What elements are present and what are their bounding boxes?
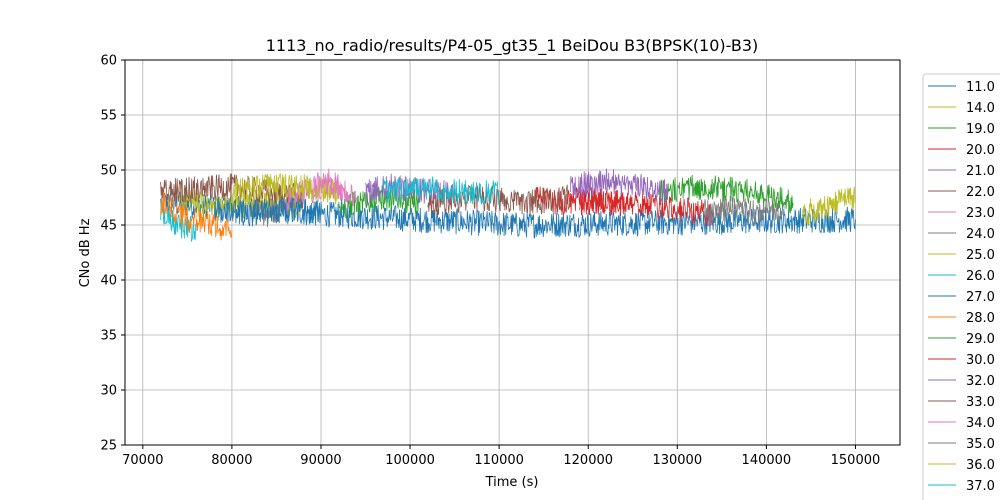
legend-entry-label: 30.0 [966,353,995,368]
series-line-22.0 [160,173,304,209]
legend-entry-label: 21.0 [966,164,995,179]
legend-entry-label: 14.0 [966,101,995,116]
x-tick-label: 140000 [742,453,792,468]
plot-frame [124,59,901,446]
series-line-26.0 [160,200,197,242]
series-line-23.0 [284,175,357,215]
legend-entry-label: 26.0 [966,269,995,284]
x-tick-label: 130000 [652,453,702,468]
x-tick-label: 70000 [122,453,163,468]
legend-entry-label: 36.0 [966,458,995,473]
series-line-36.0 [801,186,856,227]
legend-entry-label: 37.0 [966,479,995,494]
legend-entry-label: 23.0 [966,206,995,221]
legend-entry-label: 34.0 [966,416,995,431]
x-tick-label: 150000 [831,453,881,468]
y-tick-label: 45 [100,219,117,234]
y-tick-label: 50 [100,164,117,179]
legend-entry-label: 35.0 [966,437,995,452]
series-line-33.0 [427,184,571,217]
series-line-28.0 [160,191,233,241]
legend: 11.0 14.0 19.0 20.0 21.0 22.0 23.0 24.0 25.0 26.0… [922,73,1000,500]
y-tick-label: 30 [100,384,117,399]
y-tick-label: 40 [100,274,117,289]
series-line-32.0 [570,168,669,204]
series-line-27.0 [213,196,322,227]
legend-entry-label: 25.0 [966,248,995,263]
x-tick-label: 80000 [211,453,252,468]
x-tick-label: 90000 [300,453,341,468]
chart-title: 1113_no_radio/results/P4-05_gt35_1 BeiDo… [266,36,759,56]
legend-entry-label: 22.0 [966,185,995,200]
series-line-35.0 [703,195,785,227]
series-line-29.0 [659,174,794,214]
series-line-34.0 [311,168,349,203]
series-line-37.0 [382,176,500,206]
x-tick-label: 100000 [385,453,435,468]
y-tick-label: 25 [100,439,117,454]
legend-entry-label: 27.0 [966,290,995,305]
legend-entry-label: 29.0 [966,332,995,347]
legend-entry-label: 32.0 [966,374,995,389]
legend-entry-label: 20.0 [966,143,995,158]
legend-entry-label: 19.0 [966,122,995,137]
y-axis-label: CNo dB Hz [78,218,93,287]
legend-entry-label: 33.0 [966,395,995,410]
plot-lines [160,168,856,242]
y-axis: 25 30 35 40 45 50 55 60 [100,54,125,454]
legend-entry-label: 11.0 [966,80,995,95]
x-axis-label: Time (s) [485,475,539,490]
x-axis: 70000 80000 90000 100000 110000 120000 130000 1… [122,445,880,468]
series-line-30.0 [578,190,714,227]
legend-entry-label: 24.0 [966,227,995,242]
legend-entry-label: 28.0 [966,311,995,326]
y-tick-label: 60 [100,54,117,69]
y-tick-label: 35 [100,329,117,344]
y-tick-label: 55 [100,109,117,124]
x-tick-label: 110000 [474,453,524,468]
x-tick-label: 120000 [563,453,613,468]
legend-box [922,73,1000,500]
